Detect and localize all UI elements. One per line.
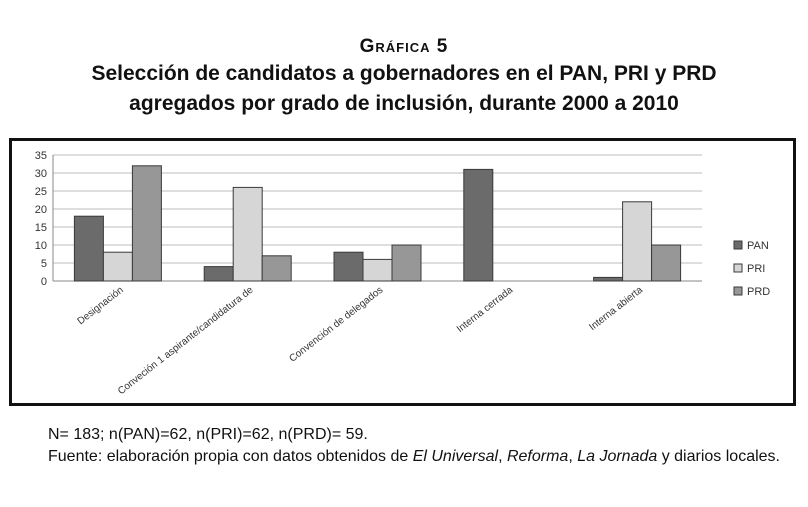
x-category-label: Designación: [76, 285, 126, 328]
bar-prd: [261, 255, 292, 282]
legend-swatch-pri: [733, 263, 743, 273]
y-tick-label: 20: [35, 204, 47, 216]
bar-prd: [131, 165, 162, 282]
y-tick-label: 30: [35, 168, 47, 180]
legend-swatch-prd: [733, 286, 743, 296]
source-separator: ,: [568, 448, 578, 465]
y-tick-label: 0: [41, 276, 47, 288]
legend-label-prd: PRD: [747, 286, 770, 298]
bar-pri: [362, 258, 393, 282]
legend-label-pan: PAN: [747, 240, 769, 252]
y-tick-label: 10: [35, 240, 47, 252]
chart-notes: N= 183; n(PAN)=62, n(PRI)=62, n(PRD)= 59…: [6, 424, 804, 468]
figure-label: Gráfica 5: [359, 36, 449, 57]
source-la-jornada: La Jornada: [577, 448, 658, 465]
bar-pri: [102, 251, 133, 282]
chart-title-line-1: Selección de candidatos a gobernadores e…: [91, 62, 717, 85]
source-suffix: y diarios locales.: [657, 448, 780, 465]
y-tick-label: 25: [35, 186, 47, 198]
y-tick-label: 5: [41, 258, 47, 270]
y-tick-label: 35: [35, 150, 47, 162]
bar-prd: [651, 244, 682, 282]
chart-frame: 0 5 10 15 20 25 30 35 Designación Conveción 1 asp…: [9, 138, 796, 406]
bar-pan: [463, 168, 494, 282]
legend-label-pri: PRI: [747, 263, 765, 275]
bar-pan: [203, 266, 234, 282]
bar-pri: [622, 201, 653, 282]
x-category-label: Interna cerrada: [455, 284, 516, 335]
x-category-label: Interna abierta: [587, 284, 645, 333]
source-reforma: Reforma: [506, 448, 569, 465]
x-category-label: Convención de delegados: [287, 285, 385, 365]
y-tick-label: 15: [35, 222, 47, 234]
source-note: Fuente: elaboración propia con datos obt…: [6, 446, 804, 468]
source-separator: ,: [498, 448, 507, 465]
bar-pan: [73, 215, 104, 282]
chart-header: Gráfica 5 Selección de candidatos a gobe…: [0, 36, 808, 118]
source-prefix: Fuente: elaboración propia con datos obt…: [48, 448, 413, 465]
chart-title-line-2: agregados por grado de inclusión, durant…: [129, 92, 679, 115]
x-category-label: Conveción 1 aspirante/candidatura de: [116, 284, 256, 397]
bar-pan: [333, 251, 364, 282]
bar-pri: [232, 186, 263, 282]
source-el-universal: El Universal: [412, 448, 499, 465]
bar-prd: [391, 244, 422, 282]
legend-swatch-pan: [733, 240, 743, 250]
bar-pan: [593, 276, 624, 282]
sample-size-note: N= 183; n(PAN)=62, n(PRI)=62, n(PRD)= 59…: [48, 426, 368, 443]
